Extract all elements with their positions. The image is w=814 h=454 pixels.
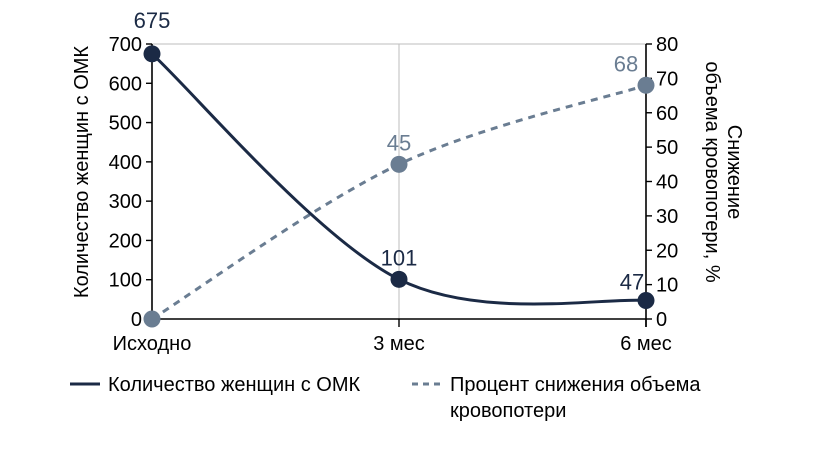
y-right-tick-label: 40 — [656, 172, 678, 194]
series-2-point — [390, 155, 408, 173]
series-1-data-label: 47 — [620, 270, 644, 295]
axes: 0 100 200 300 400 500 600 700 0 10 20 30 40 50 60 70 80 И… — [109, 34, 679, 355]
legend-label-series2-line1: Процент снижения объема — [450, 374, 701, 396]
y-left-tick-label: 500 — [109, 113, 142, 135]
y-axis-left-label: Количество женщин с ОМК — [71, 46, 93, 299]
x-tick-label: 3 мес — [373, 333, 425, 355]
series-1-point — [143, 45, 161, 63]
series-2-data-label: 45 — [387, 130, 411, 155]
x-tick-label: Исходно — [113, 333, 192, 355]
series-2-point — [143, 310, 161, 328]
y-left-tick-label: 100 — [109, 270, 142, 292]
y-right-tick-label: 30 — [656, 206, 678, 228]
y-right-tick-label: 50 — [656, 137, 678, 159]
y-right-tick-label: 60 — [656, 103, 678, 125]
y-right-tick-label: 80 — [656, 34, 678, 56]
legend-label-series1: Количество женщин с ОМК — [108, 374, 361, 396]
y-left-tick-label: 400 — [109, 152, 142, 174]
y-left-tick-label: 300 — [109, 191, 142, 213]
y-left-tick-label: 600 — [109, 73, 142, 95]
y-right-tick-label: 20 — [656, 240, 678, 262]
series-points — [143, 45, 655, 328]
y-axis-right-label-line1: Снижение — [723, 125, 745, 220]
series-1-point — [390, 270, 408, 288]
y-left-tick-label: 200 — [109, 230, 142, 252]
series-1-data-label: 101 — [381, 245, 418, 270]
series-1-data-label: 675 — [134, 8, 171, 33]
y-left-tick-label: 0 — [131, 309, 142, 331]
y-left-tick-label: 700 — [109, 34, 142, 56]
legend: Количество женщин с ОМК Процент снижения… — [70, 374, 701, 422]
series-2-point — [637, 76, 655, 94]
x-tick-label: 6 мес — [620, 333, 672, 355]
y-right-tick-label: 0 — [656, 309, 667, 331]
data-labels: 45 68 675 101 47 — [134, 8, 645, 295]
legend-label-series2-line2: кровопотери — [450, 400, 566, 422]
series-2-data-label: 68 — [614, 51, 638, 76]
series-1-point — [637, 292, 655, 310]
y-right-tick-label: 10 — [656, 275, 678, 297]
y-axis-right-label-line2: объема кровопотери, % — [701, 61, 723, 282]
y-right-tick-label: 70 — [656, 68, 678, 90]
